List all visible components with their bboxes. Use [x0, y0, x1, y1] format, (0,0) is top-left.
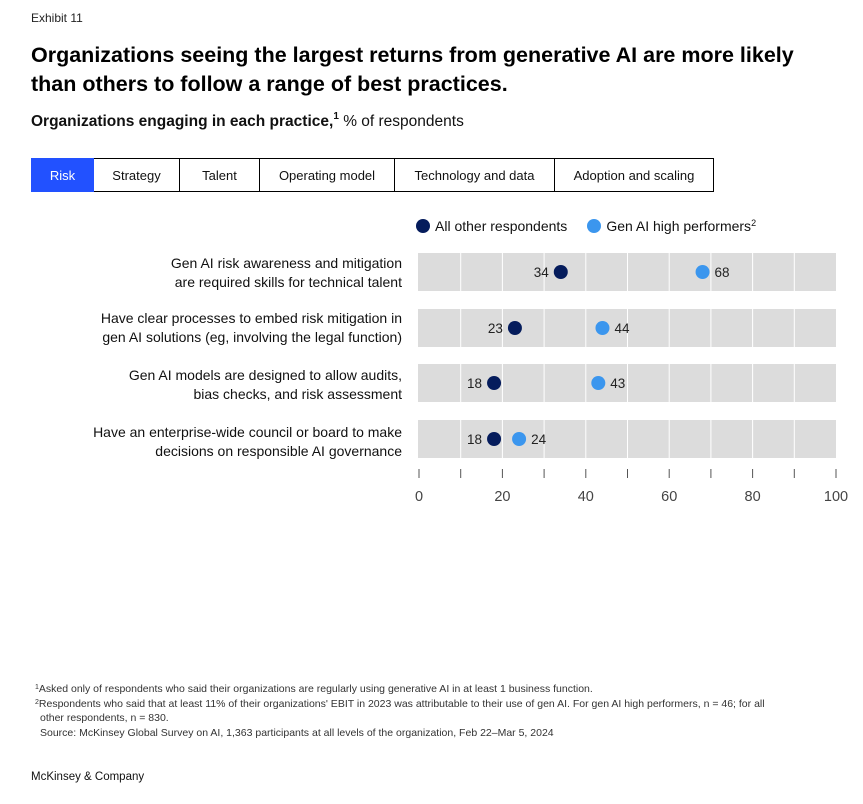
row-label-2-line-1: Have clear processes to embed risk mitig…: [100, 310, 402, 326]
tab-adoption-and-scaling[interactable]: Adoption and scaling: [555, 158, 714, 192]
point-others: [487, 376, 502, 390]
point-high: [512, 432, 527, 446]
tick-label: 40: [578, 489, 594, 505]
point-high: [695, 265, 710, 279]
subtitle-footnote-ref: 1: [333, 111, 339, 122]
tab-talent[interactable]: Talent: [180, 158, 260, 192]
row-label-2-line-2: gen AI solutions (eg, involving the lega…: [102, 329, 402, 345]
legend-swatch-others: [416, 219, 430, 233]
tab-strategy[interactable]: Strategy: [94, 158, 180, 192]
tick-label: 20: [494, 489, 510, 505]
tab-bar: Risk Strategy Talent Operating model Tec…: [31, 158, 714, 192]
legend-label-others: All other respondents: [435, 218, 568, 234]
point-high: [595, 321, 610, 335]
row-label-1-line-2: are required skills for technical talent: [174, 274, 402, 290]
footnote-1-text: Asked only of respondents who said their…: [38, 683, 593, 695]
data-label-high: 24: [531, 432, 547, 447]
tick-label: 60: [661, 489, 677, 505]
chart-subtitle: Organizations engaging in each practice,…: [31, 111, 464, 131]
point-high: [591, 376, 606, 390]
legend: All other respondents Gen AI high perfor…: [416, 218, 776, 234]
legend-item-others: All other respondents: [416, 218, 567, 234]
legend-item-high: Gen AI high performers 2: [587, 218, 756, 234]
legend-label-high: Gen AI high performers: [606, 218, 752, 234]
tab-risk[interactable]: Risk: [31, 158, 94, 192]
data-label-others: 34: [534, 265, 550, 280]
data-label-others: 18: [467, 432, 482, 447]
brand-name: McKinsey & Company: [31, 771, 145, 783]
legend-footnote-ref: 2: [751, 218, 757, 228]
data-label-high: 68: [715, 265, 730, 280]
tick-label: 80: [745, 489, 761, 505]
tick-label: 100: [824, 489, 848, 505]
point-others: [487, 432, 502, 446]
legend-swatch-high: [587, 219, 602, 233]
data-label-others: 18: [467, 376, 482, 391]
footnote-1-marker: 1: [35, 684, 39, 691]
data-label-others: 23: [488, 321, 503, 336]
row-label-3-line-1: Gen AI models are designed to allow audi…: [128, 367, 402, 383]
data-label-high: 44: [614, 321, 630, 336]
footnotes: 1Asked only of respondents who said thei…: [35, 682, 825, 740]
tab-operating-model[interactable]: Operating model: [260, 158, 395, 192]
point-others: [507, 321, 522, 335]
footnote-2-text: Respondents who said that at least 11% o…: [38, 697, 765, 710]
tab-technology-and-data[interactable]: Technology and data: [395, 158, 555, 192]
footnote-1: 1Asked only of respondents who said thei…: [35, 682, 825, 697]
footnote-2-continued: other respondents, n = 830.: [40, 712, 169, 724]
footnote-2-marker: 2: [35, 698, 39, 706]
row-label-4-line-2: decisions on responsible AI governance: [155, 443, 402, 459]
row-label-4-line-1: Have an enterprise-wide council or board…: [93, 424, 402, 440]
dot-chart: 0 20 40 60 80 100 34 68 23 44 18 43 18 24: [415, 253, 848, 505]
data-label-high: 43: [610, 376, 625, 391]
exhibit-label: Exhibit 11: [31, 11, 83, 25]
row-label-1-line-1: Gen AI risk awareness and mitigation: [170, 255, 402, 271]
row-label-1: Gen AI risk awareness and mitigation are…: [42, 254, 402, 292]
chart-title: Organizations seeing the largest returns…: [31, 43, 794, 96]
subtitle-unit: % of respondents: [338, 113, 464, 130]
row-label-3: Gen AI models are designed to allow audi…: [42, 366, 402, 404]
point-others: [553, 265, 568, 279]
footnote-2: 2Respondents who said that at least 11% …: [35, 697, 825, 712]
subtitle-bold: Organizations engaging in each practice,: [31, 113, 334, 130]
row-label-2: Have clear processes to embed risk mitig…: [42, 309, 402, 347]
row-label-3-line-2: bias checks, and risk assessment: [193, 386, 402, 402]
tick-label: 0: [415, 489, 423, 505]
source-note: Source: McKinsey Global Survey on AI, 1,…: [40, 726, 554, 739]
row-label-4: Have an enterprise-wide council or board…: [42, 423, 402, 461]
